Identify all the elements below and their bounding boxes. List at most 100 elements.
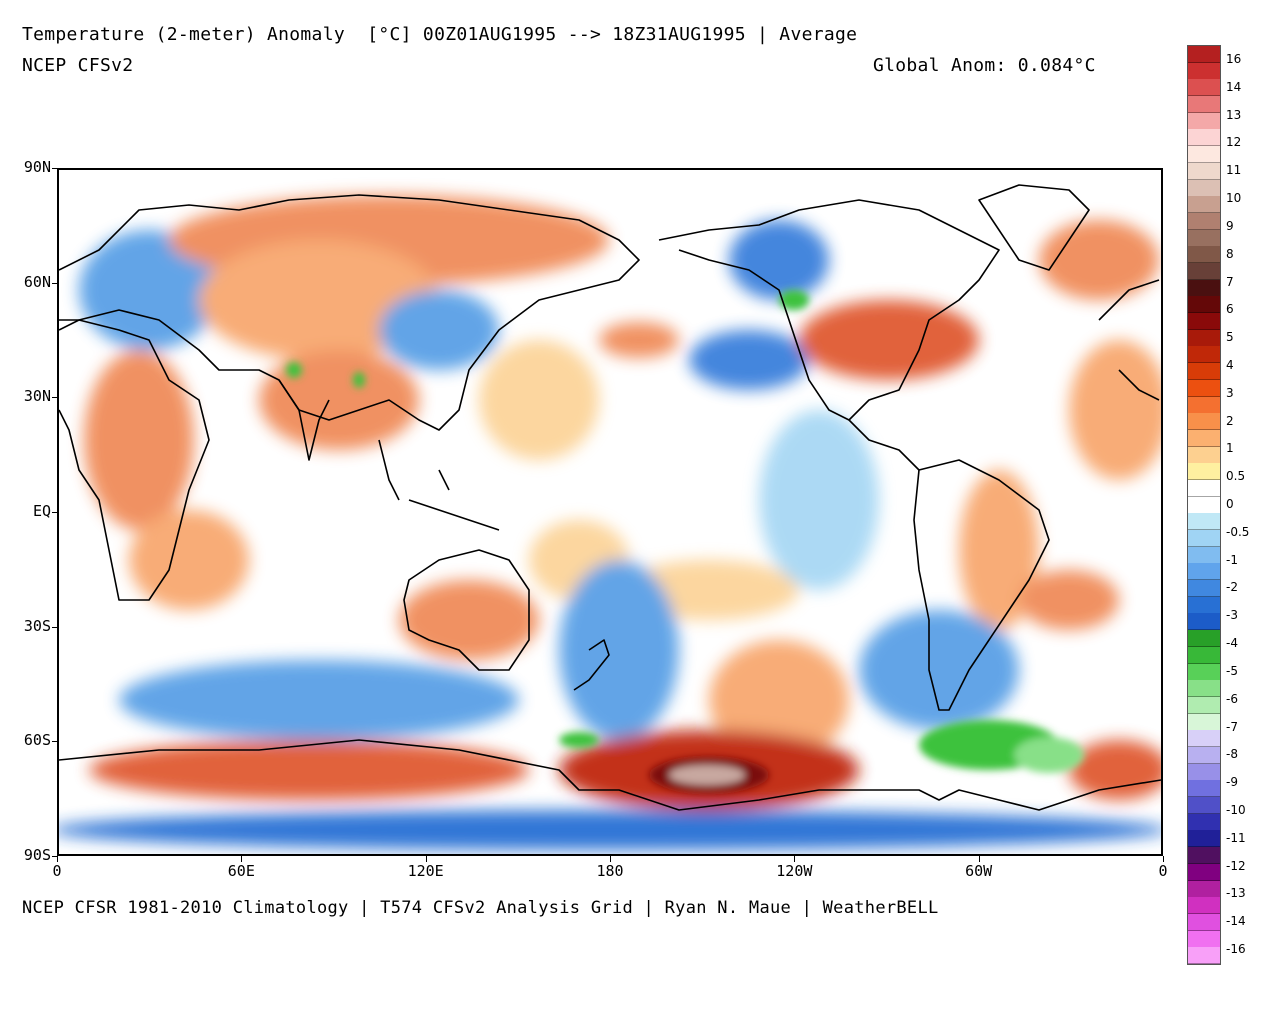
- legend-value-label: -7: [1226, 719, 1238, 734]
- legend-value-label: -6: [1226, 691, 1238, 706]
- legend-swatch: [1188, 413, 1220, 431]
- legend-swatch: [1188, 212, 1220, 230]
- lon-label: 120E: [407, 862, 444, 880]
- legend-value-label: -3: [1226, 608, 1238, 623]
- lon-tick: [610, 856, 611, 862]
- lon-label: 60E: [227, 862, 255, 880]
- legend-value-label: -16: [1226, 942, 1246, 956]
- legend-swatch: [1188, 930, 1220, 948]
- lon-tick: [794, 856, 796, 862]
- lon-label: 0: [52, 862, 62, 880]
- legend-swatch: [1188, 680, 1220, 698]
- legend-value-label: 7: [1226, 274, 1234, 289]
- legend-value-label: 16: [1226, 52, 1242, 66]
- model-name: NCEP CFSv2: [22, 55, 134, 76]
- lon-tick: [57, 856, 58, 862]
- legend-value-label: -10: [1226, 802, 1246, 817]
- legend-value-label: -5: [1226, 663, 1238, 678]
- legend-swatch: [1188, 179, 1220, 197]
- legend-value-label: 12: [1226, 135, 1242, 150]
- legend-swatch: [1188, 747, 1220, 765]
- color-scale-legend: [1187, 45, 1221, 965]
- legend-swatch: [1188, 112, 1220, 130]
- legend-value-label: 10: [1226, 191, 1242, 206]
- legend-swatch: [1188, 713, 1220, 731]
- lat-tick: [52, 512, 58, 513]
- legend-value-label: -2: [1226, 580, 1238, 595]
- legend-swatch: [1188, 146, 1220, 164]
- legend-value-label: -14: [1226, 914, 1246, 929]
- lat-tick: [52, 282, 58, 284]
- lon-tick: [978, 856, 980, 862]
- legend-swatch: [1188, 62, 1220, 80]
- anomaly-map: [57, 168, 1163, 856]
- legend-swatch: [1188, 880, 1220, 898]
- legend-value-label: -4: [1226, 636, 1238, 651]
- legend-value-label: 6: [1226, 302, 1234, 317]
- legend-value-label: 4: [1226, 357, 1234, 372]
- legend-value-label: 9: [1226, 218, 1234, 233]
- legend-swatch: [1188, 96, 1220, 114]
- legend-swatch: [1188, 296, 1220, 314]
- legend-value-label: -0.5: [1226, 524, 1250, 539]
- legend-swatch: [1188, 313, 1220, 331]
- legend-swatch: [1188, 79, 1220, 97]
- legend-swatch: [1188, 696, 1220, 714]
- legend-swatch: [1188, 797, 1220, 815]
- legend-swatch: [1188, 346, 1220, 364]
- legend-value-label: 8: [1226, 246, 1234, 261]
- legend-swatch: [1188, 429, 1220, 447]
- lat-label: 90N: [23, 158, 51, 176]
- lat-label: 60N: [23, 272, 51, 291]
- lon-label: 120W: [776, 862, 813, 880]
- lat-label: 90S: [23, 846, 51, 864]
- legend-value-label: -9: [1226, 775, 1238, 790]
- legend-swatch: [1188, 897, 1220, 915]
- map-canvas: [59, 170, 1161, 854]
- lon-label: 180: [596, 862, 624, 880]
- legend-value-label: 1: [1226, 441, 1234, 456]
- legend-value-label: -1: [1226, 552, 1238, 567]
- legend-swatch: [1188, 546, 1220, 564]
- lon-tick: [425, 856, 427, 862]
- legend-swatch: [1188, 646, 1220, 664]
- legend-swatch: [1188, 162, 1220, 180]
- legend-swatch: [1188, 513, 1220, 531]
- legend-value-label: -8: [1226, 747, 1238, 762]
- legend-value-label: 0.5: [1226, 469, 1246, 484]
- legend-swatch: [1188, 730, 1220, 748]
- legend-swatch: [1188, 129, 1220, 147]
- lon-tick: [1163, 856, 1164, 862]
- lat-tick: [52, 741, 58, 743]
- legend-swatch: [1188, 813, 1220, 831]
- lat-tick: [52, 168, 58, 169]
- legend-value-label: 0: [1226, 497, 1234, 511]
- legend-swatch: [1188, 530, 1220, 548]
- legend-swatch: [1188, 46, 1220, 63]
- legend-swatch: [1188, 479, 1220, 497]
- lat-label: 60S: [23, 731, 51, 750]
- lon-label: 60W: [965, 862, 993, 880]
- credits-footer: NCEP CFSR 1981-2010 Climatology | T574 C…: [22, 898, 939, 918]
- legend-value-label: -11: [1226, 830, 1246, 845]
- lat-tick: [52, 397, 58, 399]
- legend-value-label: 3: [1226, 385, 1234, 400]
- legend-value-label: 2: [1226, 413, 1234, 428]
- legend-swatch: [1188, 379, 1220, 397]
- legend-swatch: [1188, 580, 1220, 598]
- legend-swatch: [1188, 229, 1220, 247]
- legend-value-label: 13: [1226, 107, 1242, 122]
- lon-tick: [241, 856, 243, 862]
- legend-swatch: [1188, 363, 1220, 381]
- legend-swatch: [1188, 446, 1220, 464]
- legend-swatch: [1188, 630, 1220, 648]
- legend-swatch: [1188, 262, 1220, 280]
- legend-value-label: 11: [1226, 163, 1242, 178]
- legend-swatch: [1188, 780, 1220, 798]
- legend-value-label: 5: [1226, 330, 1234, 345]
- legend-swatch: [1188, 663, 1220, 681]
- lat-tick: [52, 626, 58, 628]
- legend-swatch: [1188, 596, 1220, 614]
- legend-swatch: [1188, 463, 1220, 481]
- legend-swatch: [1188, 279, 1220, 297]
